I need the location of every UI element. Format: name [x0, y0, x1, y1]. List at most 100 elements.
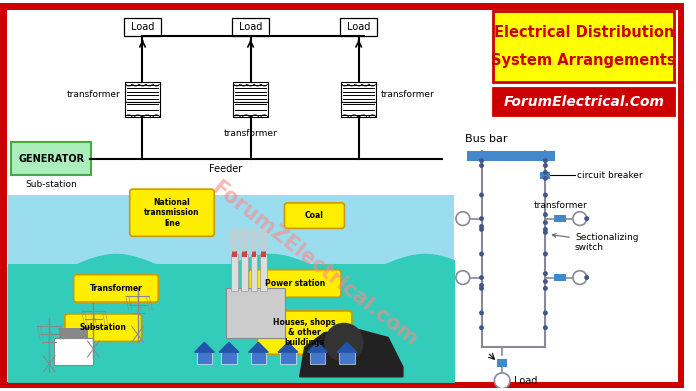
Text: Substation: Substation — [80, 323, 127, 332]
FancyBboxPatch shape — [129, 189, 214, 236]
Bar — [310, 352, 325, 364]
Text: Sectionalizing
switch: Sectionalizing switch — [553, 233, 638, 252]
Circle shape — [543, 251, 548, 256]
Text: GENERATOR: GENERATOR — [18, 154, 84, 164]
Bar — [8, 195, 454, 382]
Text: ForumElectrical.Com: ForumElectrical.Com — [503, 95, 664, 109]
Circle shape — [573, 212, 587, 226]
Bar — [226, 289, 285, 337]
FancyBboxPatch shape — [65, 314, 141, 341]
Circle shape — [456, 271, 470, 284]
Circle shape — [479, 224, 484, 229]
Circle shape — [229, 228, 239, 237]
Text: transformer: transformer — [223, 129, 278, 138]
Bar — [251, 254, 258, 291]
Bar — [125, 82, 160, 102]
FancyBboxPatch shape — [74, 274, 158, 302]
Polygon shape — [195, 343, 214, 352]
Text: Load: Load — [131, 22, 155, 32]
Bar — [8, 195, 454, 264]
Bar — [251, 251, 257, 257]
FancyBboxPatch shape — [248, 270, 341, 297]
Polygon shape — [300, 330, 403, 377]
Bar — [232, 18, 269, 36]
Bar — [124, 18, 161, 36]
Circle shape — [584, 275, 589, 280]
Text: Bus bar: Bus bar — [465, 134, 507, 144]
Circle shape — [479, 227, 484, 232]
Text: transformer: transformer — [380, 90, 434, 99]
Bar — [493, 88, 674, 115]
Bar — [231, 254, 238, 291]
Circle shape — [248, 242, 258, 252]
Text: circuit breaker: circuit breaker — [577, 171, 642, 180]
Circle shape — [584, 216, 589, 221]
Bar — [125, 102, 160, 117]
Circle shape — [248, 234, 258, 244]
Circle shape — [479, 216, 484, 221]
Polygon shape — [219, 343, 239, 352]
Text: Feeder: Feeder — [209, 163, 243, 174]
Text: National
transmission
line: National transmission line — [144, 198, 200, 228]
Bar — [280, 352, 296, 364]
Bar — [221, 352, 237, 364]
Bar — [241, 254, 248, 291]
Circle shape — [324, 323, 363, 362]
Circle shape — [479, 275, 484, 280]
Circle shape — [239, 228, 248, 237]
Polygon shape — [248, 343, 268, 352]
Circle shape — [543, 192, 548, 197]
Circle shape — [479, 163, 484, 168]
Circle shape — [543, 271, 548, 276]
Circle shape — [479, 158, 484, 163]
FancyBboxPatch shape — [285, 203, 345, 228]
Circle shape — [479, 283, 484, 288]
Circle shape — [543, 163, 548, 168]
Bar — [554, 215, 566, 222]
Bar — [340, 18, 377, 36]
Bar — [54, 337, 93, 365]
FancyBboxPatch shape — [11, 142, 91, 175]
Bar — [59, 328, 88, 339]
Text: Load: Load — [514, 376, 537, 386]
Bar — [339, 352, 355, 364]
Circle shape — [543, 230, 548, 235]
Text: ForumZElectrical.com: ForumZElectrical.com — [207, 178, 421, 350]
Circle shape — [229, 242, 239, 252]
Bar — [232, 251, 237, 257]
Circle shape — [239, 242, 248, 252]
Circle shape — [258, 228, 268, 237]
Text: Houses, shops
& other
buildings: Houses, shops & other buildings — [274, 318, 336, 348]
Circle shape — [543, 310, 548, 316]
Text: Sub-station: Sub-station — [25, 180, 77, 189]
Bar — [262, 251, 267, 257]
Bar — [554, 274, 566, 281]
Bar — [233, 82, 268, 102]
Circle shape — [479, 192, 484, 197]
Circle shape — [239, 234, 248, 244]
Bar — [260, 254, 267, 291]
Bar — [251, 352, 267, 364]
Circle shape — [258, 234, 268, 244]
Circle shape — [543, 220, 548, 225]
Bar — [341, 82, 377, 102]
Text: Power station: Power station — [264, 279, 325, 288]
Circle shape — [543, 279, 548, 284]
Circle shape — [543, 212, 548, 217]
Text: Load: Load — [347, 22, 370, 32]
Polygon shape — [278, 343, 298, 352]
Circle shape — [229, 234, 239, 244]
Circle shape — [543, 325, 548, 330]
Bar — [467, 151, 555, 161]
Bar — [233, 102, 268, 117]
Polygon shape — [308, 343, 327, 352]
Circle shape — [479, 325, 484, 330]
Circle shape — [258, 242, 268, 252]
Bar — [196, 352, 212, 364]
Bar — [497, 359, 507, 367]
Bar — [541, 172, 551, 179]
Bar — [242, 251, 246, 257]
Polygon shape — [337, 343, 357, 352]
Circle shape — [543, 227, 548, 232]
Circle shape — [479, 310, 484, 316]
